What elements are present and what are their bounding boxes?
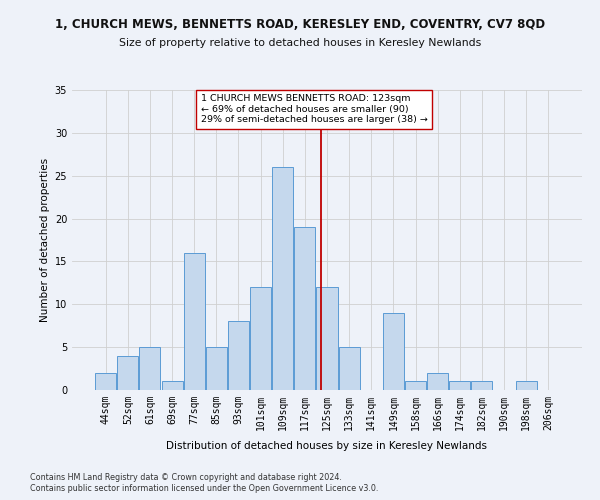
Bar [250, 287, 271, 390]
Text: Contains HM Land Registry data © Crown copyright and database right 2024.: Contains HM Land Registry data © Crown c… [30, 472, 342, 482]
Bar [118, 356, 139, 390]
Bar [206, 347, 227, 390]
Bar [295, 227, 316, 390]
Bar [95, 373, 116, 390]
Bar [316, 287, 338, 390]
Bar [272, 167, 293, 390]
Text: 1 CHURCH MEWS BENNETTS ROAD: 123sqm
← 69% of detached houses are smaller (90)
29: 1 CHURCH MEWS BENNETTS ROAD: 123sqm ← 69… [201, 94, 428, 124]
Bar [139, 347, 160, 390]
Bar [405, 382, 426, 390]
Text: Contains public sector information licensed under the Open Government Licence v3: Contains public sector information licen… [30, 484, 379, 493]
Text: 1, CHURCH MEWS, BENNETTS ROAD, KERESLEY END, COVENTRY, CV7 8QD: 1, CHURCH MEWS, BENNETTS ROAD, KERESLEY … [55, 18, 545, 30]
Bar [472, 382, 493, 390]
Bar [184, 253, 205, 390]
Text: Size of property relative to detached houses in Keresley Newlands: Size of property relative to detached ho… [119, 38, 481, 48]
Bar [449, 382, 470, 390]
Bar [228, 322, 249, 390]
Bar [515, 382, 536, 390]
Bar [427, 373, 448, 390]
Y-axis label: Number of detached properties: Number of detached properties [40, 158, 50, 322]
X-axis label: Distribution of detached houses by size in Keresley Newlands: Distribution of detached houses by size … [167, 441, 487, 451]
Bar [383, 313, 404, 390]
Bar [161, 382, 182, 390]
Bar [338, 347, 359, 390]
